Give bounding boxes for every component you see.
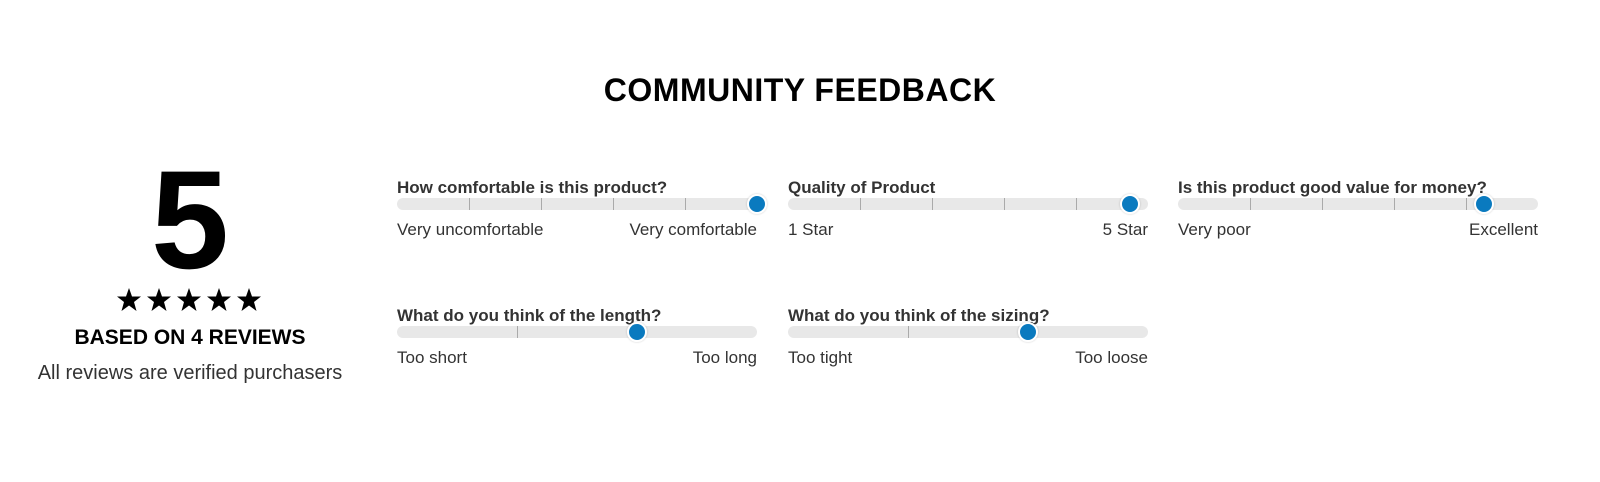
track — [397, 198, 757, 210]
step — [516, 326, 518, 338]
max-label: 5 Star — [1102, 220, 1148, 239]
slider: Quality of Product 1 Star 5 Star — [788, 178, 1148, 258]
step — [907, 326, 909, 338]
step — [1250, 198, 1251, 210]
step — [1004, 198, 1005, 210]
step — [1466, 198, 1467, 210]
step — [1394, 198, 1395, 210]
step — [932, 198, 933, 210]
stars — [117, 288, 261, 311]
knob — [747, 194, 767, 214]
track — [397, 326, 757, 338]
step — [1322, 198, 1323, 210]
min-label: Very poor — [1178, 220, 1251, 239]
knob — [1120, 194, 1140, 214]
track — [1178, 198, 1538, 210]
min-label: Too short — [397, 348, 467, 367]
track — [788, 198, 1148, 210]
title: COMMUNITY FEEDBACK — [603, 72, 997, 108]
star — [117, 288, 141, 311]
knob — [627, 322, 648, 342]
slider: How comfortable is this product? Very un… — [397, 178, 767, 258]
star — [177, 288, 201, 311]
step — [685, 198, 686, 210]
max-label: Excellent — [1469, 220, 1538, 239]
question: What do you think of the length? — [397, 306, 662, 325]
slider: Is this product good value for money? Ve… — [1178, 178, 1538, 258]
step — [469, 198, 470, 210]
star — [207, 288, 231, 311]
question: Quality of Product — [788, 178, 936, 197]
max-label: Too long — [692, 348, 757, 367]
rating: 5 — [151, 141, 229, 298]
max-label: Very comfortable — [629, 220, 757, 239]
star — [237, 288, 261, 311]
min-label: Very uncomfortable — [397, 220, 544, 239]
max-label: Too loose — [1075, 348, 1148, 367]
question: How comfortable is this product? — [397, 178, 668, 197]
verified-note: All reviews are verified purchasers — [37, 362, 343, 384]
knob — [1474, 194, 1494, 214]
knob — [1018, 322, 1039, 342]
question: Is this product good value for money? — [1178, 178, 1487, 197]
min-label: 1 Star — [788, 220, 834, 239]
step — [860, 198, 861, 210]
step — [1076, 198, 1077, 210]
review-count: BASED ON 4 REVIEWS — [74, 326, 306, 349]
star — [147, 288, 171, 311]
step — [613, 198, 614, 210]
slider: What do you think of the length? Too sho… — [397, 306, 757, 386]
slider: What do you think of the sizing? Too tig… — [788, 306, 1148, 386]
track — [788, 326, 1148, 338]
question: What do you think of the sizing? — [788, 306, 1050, 325]
step — [541, 198, 542, 210]
min-label: Too tight — [788, 348, 853, 367]
